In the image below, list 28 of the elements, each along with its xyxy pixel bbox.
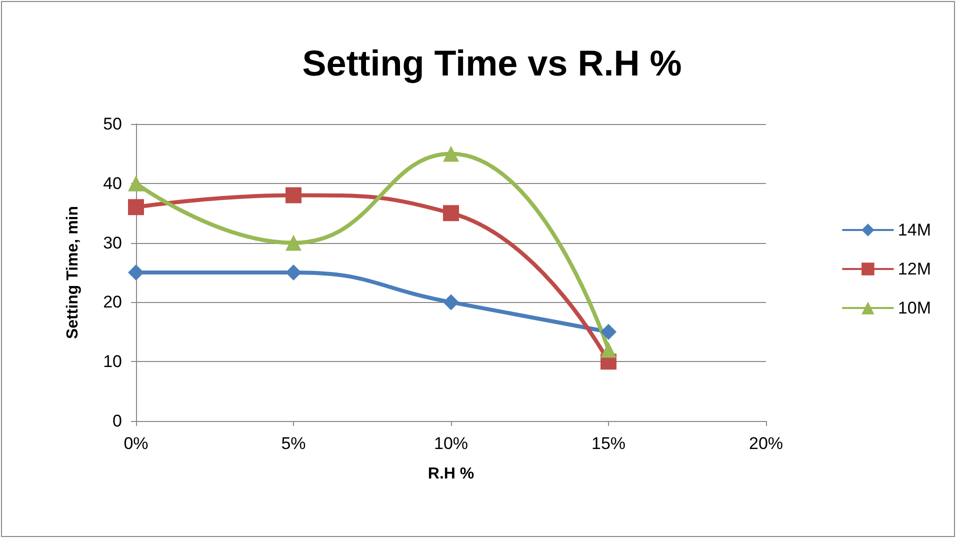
point — [600, 342, 616, 358]
x-tick-label: 0% — [124, 434, 148, 453]
legend-label: 10M — [898, 298, 932, 318]
point — [443, 146, 459, 162]
point — [443, 205, 459, 222]
x-tick-label: 20% — [748, 434, 784, 453]
point — [128, 199, 144, 216]
y-tick-label: 50 — [103, 114, 122, 134]
y-axis-title: Setting Time, min — [64, 206, 82, 340]
point — [286, 234, 302, 251]
point — [286, 264, 302, 280]
y-tick-label: 30 — [103, 233, 122, 252]
legend-label: 14M — [898, 220, 932, 240]
point — [443, 294, 459, 310]
y-tick-label: 40 — [103, 174, 122, 193]
x-tick-label: 5% — [281, 434, 306, 453]
point — [286, 187, 302, 204]
point — [128, 264, 144, 280]
legend-label: 12M — [898, 260, 932, 278]
x-axis-title: R.H % — [428, 466, 474, 482]
x-tick-label: 15% — [591, 434, 626, 453]
point — [128, 175, 144, 192]
point — [600, 324, 616, 340]
x-tick-label: 10% — [434, 434, 468, 453]
y-tick-label: 20 — [103, 292, 122, 312]
y-tick-label: 0 — [112, 412, 122, 430]
chart-title: Setting Time vs R.H % — [302, 42, 682, 84]
y-tick-label: 10 — [103, 352, 122, 372]
